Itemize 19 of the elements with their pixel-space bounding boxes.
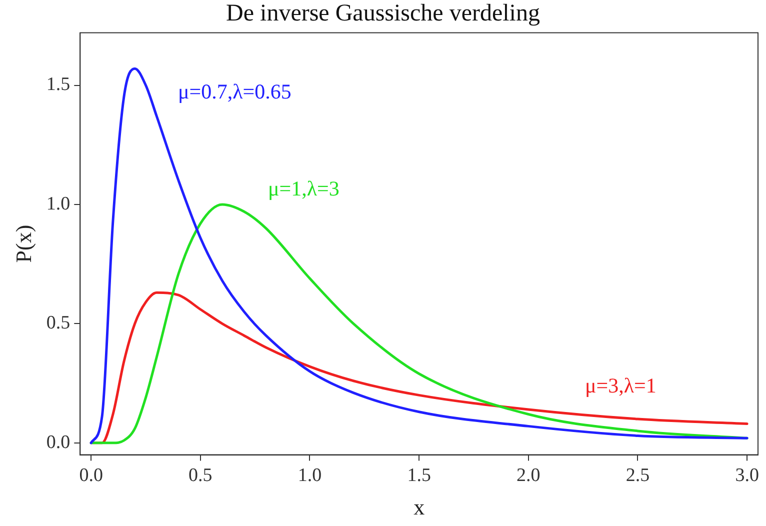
line-series <box>90 203 748 444</box>
x-axis-title: x <box>414 494 425 520</box>
x-tick-label: 2.5 <box>626 465 650 486</box>
y-tick-label: 0.5 <box>46 312 70 334</box>
line-series <box>90 67 748 444</box>
chart-title: De inverse Gaussische verdeling <box>226 0 540 27</box>
series-label: μ=0.7,λ=0.65 <box>178 80 292 104</box>
x-tick-label: 2.0 <box>516 465 540 486</box>
y-axis-title: P(x) <box>10 224 36 263</box>
x-tick-label: 0.5 <box>188 465 212 486</box>
x-tick-label: 3.0 <box>735 465 759 486</box>
series-label: μ=1,λ=3 <box>268 176 340 201</box>
y-tick-label: 1.0 <box>46 193 70 214</box>
x-tick-label: 1.5 <box>407 465 431 486</box>
y-tick-label: 1.5 <box>46 74 70 96</box>
series-label: μ=3,λ=1 <box>585 374 656 398</box>
y-tick-label: 0.0 <box>46 432 70 453</box>
x-tick-label: 1.0 <box>298 465 322 486</box>
x-tick-label: 0.0 <box>79 465 103 486</box>
